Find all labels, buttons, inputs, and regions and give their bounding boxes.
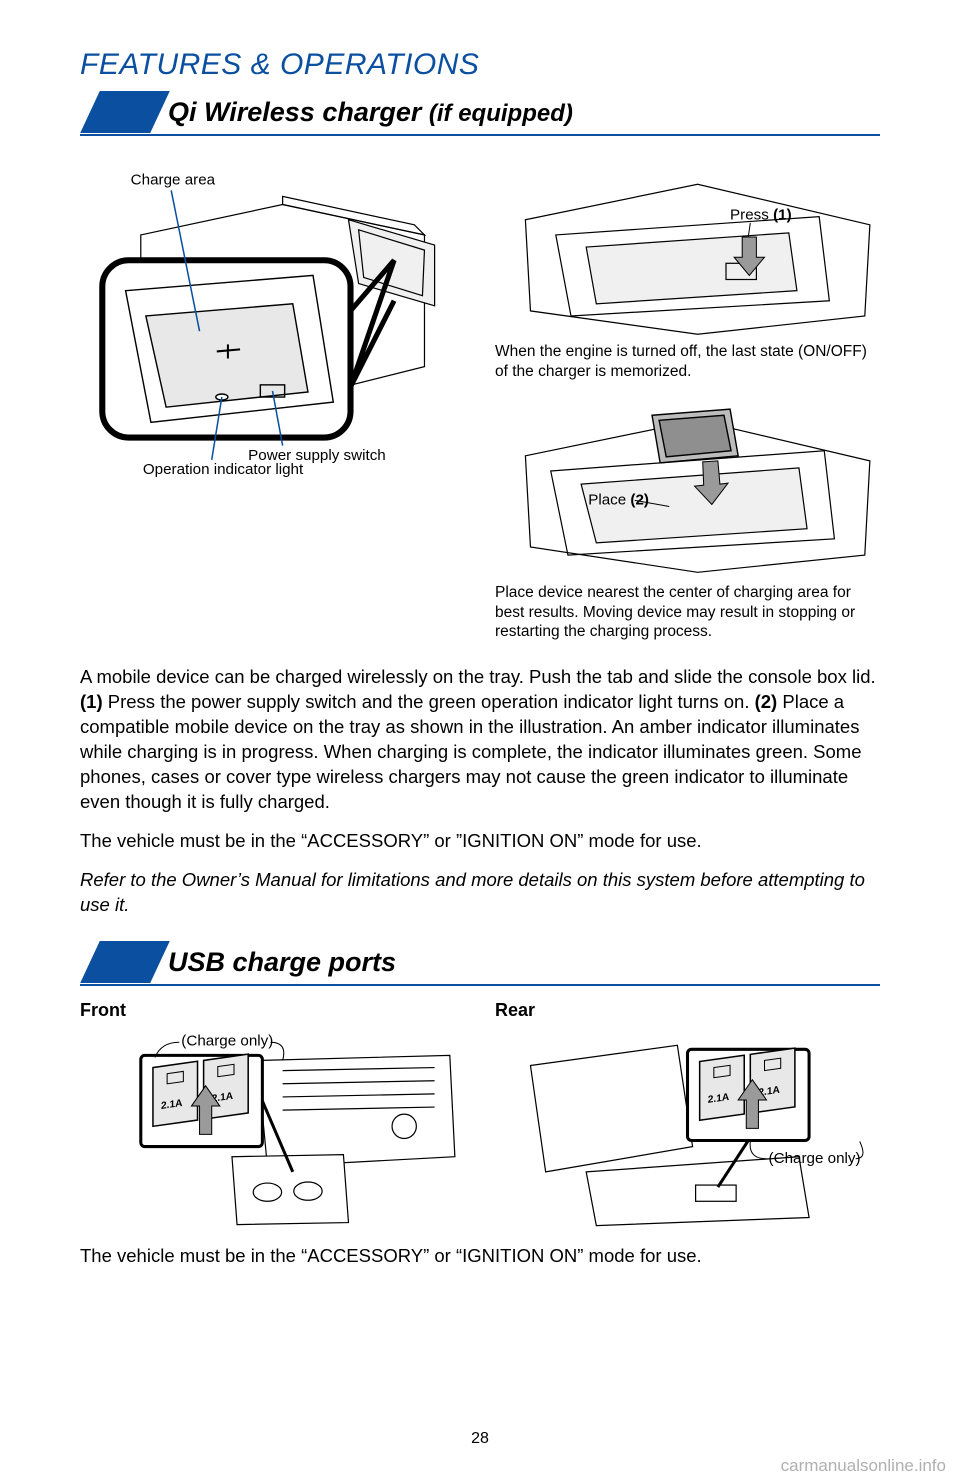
text-span-bold: (1) (80, 691, 103, 712)
section-tab-shape (80, 91, 170, 133)
page-number: 28 (0, 1430, 960, 1448)
label-place: Place (2) (588, 491, 649, 508)
label-press: Press (1) (730, 207, 792, 224)
qi-figure-left-col: Charge area Operation indicator light Po… (80, 164, 465, 641)
section-bar-usb: USB charge ports (80, 940, 880, 986)
qi-figure-press: Press (1) (495, 164, 880, 336)
section-title-main: Qi Wireless charger (168, 97, 429, 127)
qi-caption-press: When the engine is turned off, the last … (495, 342, 880, 381)
usb-rear-heading: Rear (495, 1000, 880, 1021)
text-span: Press the power supply switch and the gr… (103, 691, 755, 712)
section-title-note: (if equipped) (429, 100, 573, 127)
text-span: A mobile device can be charged wirelessl… (80, 666, 876, 687)
qi-main-illustration: Charge area Operation indicator light Po… (80, 164, 465, 478)
label-charge-area: Charge area (131, 171, 216, 188)
label-charge-only-rear: (Charge only) (769, 1150, 861, 1167)
usb-rear-illustration: 2.1A 2.1A (Charge only) (495, 1025, 880, 1228)
text-span-bold: (2) (755, 691, 778, 712)
qi-place-illustration: Place (2) (495, 395, 880, 577)
label-power-switch: Power supply switch (248, 447, 386, 464)
label-charge-only-front: (Charge only) (181, 1032, 273, 1049)
section-bar-qi: Qi Wireless charger (if equipped) (80, 90, 880, 136)
qi-press-illustration: Press (1) (495, 164, 880, 336)
usb-rear-col: Rear 2.1A 2.1A (495, 1000, 880, 1228)
qi-figure-right-col: Press (1) When the engine is turned off,… (495, 164, 880, 641)
watermark: carmanualsonline.info (781, 1456, 946, 1476)
usb-front-heading: Front (80, 1000, 465, 1021)
qi-body-1: A mobile device can be charged wirelessl… (80, 665, 880, 815)
qi-body-3: Refer to the Owner’s Manual for limitati… (80, 868, 880, 918)
usb-figures-row: Front (80, 1000, 880, 1228)
usb-front-col: Front (80, 1000, 465, 1228)
usb-body: The vehicle must be in the “ACCESSORY” o… (80, 1244, 880, 1269)
page-header: FEATURES & OPERATIONS (80, 48, 880, 82)
section-title-usb: USB charge ports (168, 947, 396, 978)
section-tab-shape (80, 941, 170, 983)
qi-figure-main: Charge area Operation indicator light Po… (80, 164, 465, 478)
qi-figure-place: Place (2) (495, 395, 880, 577)
qi-caption-place: Place device nearest the center of charg… (495, 583, 880, 641)
qi-body-2: The vehicle must be in the “ACCESSORY” o… (80, 829, 880, 854)
qi-figures-row: Charge area Operation indicator light Po… (80, 164, 880, 641)
usb-front-illustration: 2.1A 2.1A (Charge only) (80, 1025, 465, 1228)
section-title-qi: Qi Wireless charger (if equipped) (168, 97, 573, 128)
